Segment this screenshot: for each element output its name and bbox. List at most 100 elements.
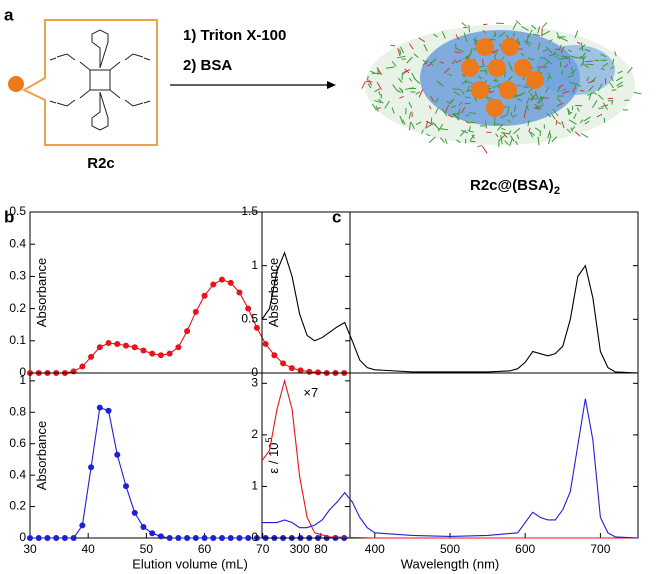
residue [523, 109, 527, 119]
residue [413, 53, 419, 58]
residue [444, 67, 451, 74]
residue [552, 108, 559, 117]
residue [588, 85, 594, 92]
y-axis-label-text: Absorbance [34, 421, 49, 490]
x-axis-label: Wavelength (nm) [401, 556, 500, 571]
residue [561, 120, 565, 129]
residue [579, 44, 586, 51]
residue [391, 107, 395, 114]
residue [500, 134, 503, 144]
y-axis-label: Absorbance [266, 258, 281, 327]
residue [571, 126, 576, 130]
residue [600, 67, 605, 71]
step-1: 1) Triton X-100 [183, 27, 286, 44]
residue [611, 100, 614, 105]
residue [516, 97, 523, 102]
residue [408, 101, 413, 109]
residue [378, 91, 381, 96]
data-point [210, 535, 217, 541]
y-tick-label: 1 [251, 258, 258, 272]
data-point [201, 535, 208, 541]
dye-dot [488, 59, 506, 77]
residue [557, 84, 564, 89]
data-point [245, 305, 252, 312]
data-point [210, 281, 217, 288]
residue [532, 33, 541, 37]
residue [576, 41, 581, 45]
residue [481, 145, 488, 154]
residue [368, 79, 372, 86]
residue [515, 84, 522, 87]
residue [542, 49, 548, 53]
residue [376, 67, 383, 76]
residue [548, 39, 553, 43]
residue [584, 120, 590, 125]
y-tick-label: 0.8 [9, 404, 26, 418]
residue [507, 75, 513, 82]
product-label: R2c@(BSA)2 [470, 177, 560, 197]
residue [600, 53, 607, 58]
residue [452, 59, 457, 64]
residue [555, 119, 558, 125]
residue [521, 25, 529, 31]
data-point [288, 365, 295, 372]
residue [482, 58, 484, 66]
residue [455, 44, 457, 50]
residue [575, 104, 583, 107]
residue [547, 130, 551, 139]
residue [434, 107, 439, 114]
residue [507, 105, 510, 115]
residue [547, 136, 551, 145]
data-point [219, 276, 225, 283]
residue [399, 115, 404, 124]
data-point [166, 535, 173, 541]
y-tick-label: 0 [251, 530, 258, 544]
residue [408, 121, 412, 131]
residue [552, 51, 556, 56]
residue [530, 92, 534, 99]
y-tick-label: 0.2 [9, 301, 26, 315]
residue [482, 29, 487, 34]
residue [515, 20, 522, 26]
residue [485, 68, 488, 75]
data-point [79, 522, 86, 529]
data-point [70, 535, 77, 541]
residue [574, 131, 581, 137]
residue [540, 96, 544, 103]
residue [461, 79, 468, 85]
dye-dot [514, 59, 532, 77]
product-text: R2c@(BSA) [470, 177, 554, 194]
residue [507, 61, 512, 69]
residue [551, 113, 556, 120]
residue [513, 127, 521, 135]
residue [522, 84, 529, 88]
y-axis-label-sup: 5 [264, 437, 274, 442]
residue [526, 34, 529, 42]
y-tick-label: 1 [251, 479, 258, 493]
residue [534, 104, 542, 110]
residue [593, 91, 598, 96]
residue [534, 103, 540, 109]
residue [423, 44, 428, 52]
residue [513, 105, 517, 112]
series-line [261, 378, 638, 539]
residue [510, 66, 513, 72]
scheme: a R2c 1) Triton X-100 2) BSA R2c@(BSA)2 [4, 5, 642, 197]
residue [561, 55, 570, 58]
data-point [61, 535, 68, 541]
residue [491, 49, 499, 54]
residue [441, 108, 448, 117]
dye-dot [526, 71, 544, 89]
residue [538, 95, 542, 105]
residue [461, 106, 466, 114]
residue [541, 28, 543, 37]
residue [374, 99, 382, 104]
residue [528, 127, 531, 132]
data-point [149, 350, 156, 357]
protein [361, 20, 642, 154]
residue [559, 37, 568, 42]
residue [567, 74, 575, 79]
residue [439, 137, 445, 143]
data-point [131, 509, 138, 516]
residue [545, 46, 553, 54]
